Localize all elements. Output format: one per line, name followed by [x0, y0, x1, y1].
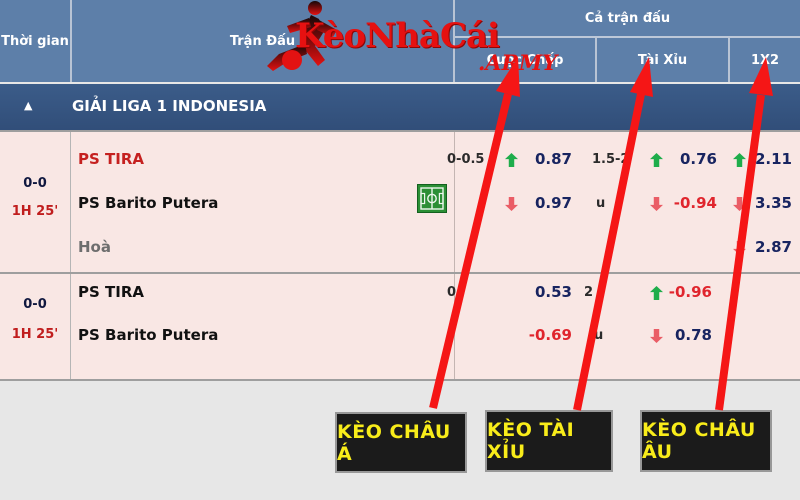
header-over-under-label: Tài Xỉu	[637, 52, 688, 68]
1x2-away-odds[interactable]: 3.35	[754, 194, 792, 212]
header-match-column: Trận Đấu	[72, 0, 453, 82]
odds-down-icon	[505, 197, 518, 211]
collapse-triangle-icon[interactable]: ▲	[24, 99, 33, 112]
header-divider	[595, 38, 597, 82]
draw-label: Hoà	[78, 238, 111, 256]
1x2-home-odds[interactable]: 2.11	[754, 150, 792, 168]
league-bar[interactable]: ▲ GIẢI LIGA 1 INDONESIA	[0, 84, 800, 132]
header-1x2-label: 1X2	[750, 52, 780, 68]
home-team-name[interactable]: PS TIRA	[78, 150, 144, 168]
away-team-name[interactable]: PS Barito Putera	[78, 326, 219, 344]
header-time-column: Thời gian	[0, 0, 70, 82]
under-line: u	[594, 328, 604, 343]
over-odds[interactable]: 0.76	[679, 150, 717, 168]
match-time: 1H 25'	[11, 204, 59, 219]
match-score: 0-0	[23, 176, 47, 191]
under-odds[interactable]: -0.94	[673, 194, 717, 212]
tag-asian-handicap: KÈO CHÂU Á	[335, 412, 467, 473]
tag-asian-handicap-label: KÈO CHÂU Á	[337, 420, 451, 465]
header-1x2-column: 1X2	[730, 38, 800, 82]
handicap-home-odds[interactable]: 0.87	[534, 150, 572, 168]
over-under-line: 2	[584, 285, 594, 300]
tag-european: KÈO CHÂU ÂU	[640, 410, 772, 472]
match-score: 0-0	[23, 297, 47, 312]
over-under-line: 1.5-2	[592, 152, 630, 167]
match-row: 0-0 1H 25' PS TIRA PS Barito Putera 0 0.…	[0, 274, 800, 381]
header-match-label: Trận Đấu	[229, 33, 296, 49]
under-line: u	[596, 196, 606, 211]
handicap-line: 0	[447, 285, 457, 300]
tag-over-under-label: KÈO TÀI XỈU	[487, 419, 575, 463]
row-divider	[70, 274, 71, 379]
row-separator	[0, 272, 800, 274]
handicap-away-odds[interactable]: -0.69	[528, 326, 572, 344]
header-handicap-column: Cược Chấp	[455, 38, 595, 82]
header-divider	[453, 0, 455, 82]
table-header: Thời gian Trận Đấu Cả trận đấu Cược Chấp…	[0, 0, 800, 82]
header-full-match: Cả trận đấu	[455, 0, 800, 36]
odds-up-icon	[650, 153, 663, 167]
over-odds[interactable]: -0.96	[668, 283, 712, 301]
home-team-name[interactable]: PS TIRA	[78, 283, 144, 301]
under-odds[interactable]: 0.78	[674, 326, 712, 344]
header-divider	[455, 36, 800, 38]
header-divider	[70, 0, 72, 82]
tag-european-label: KÈO CHÂU ÂU	[642, 419, 756, 463]
live-pitch-icon[interactable]	[417, 184, 447, 213]
tag-over-under: KÈO TÀI XỈU	[485, 410, 613, 472]
odds-up-icon	[733, 153, 746, 167]
row-divider	[70, 132, 71, 272]
odds-down-icon	[733, 197, 746, 211]
header-divider	[728, 38, 730, 82]
odds-down-icon	[733, 241, 746, 255]
header-over-under-column: Tài Xỉu	[597, 38, 728, 82]
handicap-home-odds[interactable]: 0.53	[534, 283, 572, 301]
match-time: 1H 25'	[11, 327, 59, 342]
header-handicap-label: Cược Chấp	[486, 52, 564, 68]
match-row: 0-0 1H 25' PS TIRA PS Barito Putera Hoà …	[0, 132, 800, 272]
handicap-away-odds[interactable]: 0.97	[534, 194, 572, 212]
handicap-line: 0-0.5	[447, 152, 485, 167]
away-team-name[interactable]: PS Barito Putera	[78, 194, 219, 212]
header-time-label: Thời gian	[1, 33, 69, 49]
header-full-match-label: Cả trận đấu	[584, 10, 671, 26]
1x2-draw-odds[interactable]: 2.87	[754, 238, 792, 256]
odds-up-icon	[505, 153, 518, 167]
league-name: GIẢI LIGA 1 INDONESIA	[72, 97, 267, 115]
